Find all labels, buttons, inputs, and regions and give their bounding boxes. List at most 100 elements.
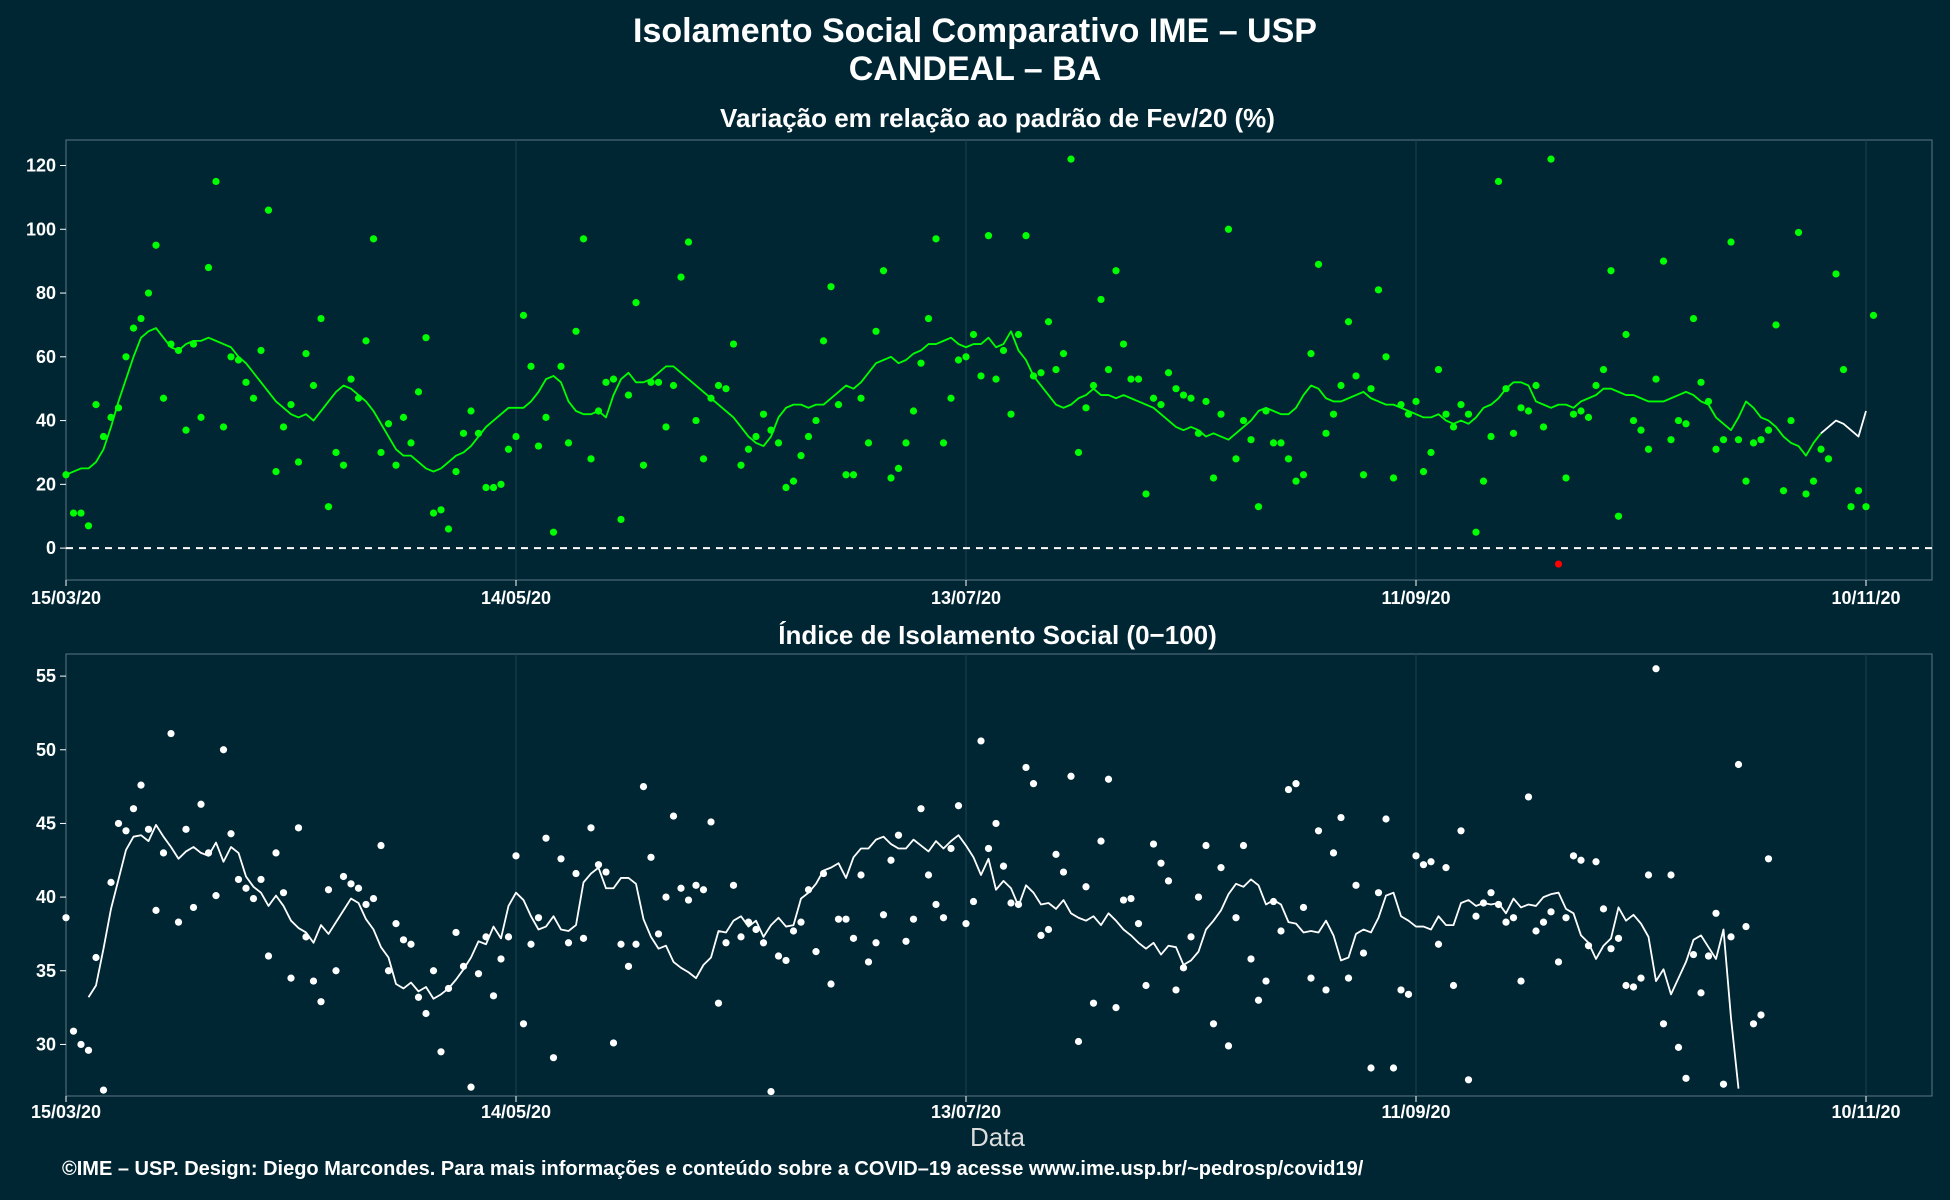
data-point <box>1577 856 1585 864</box>
data-point <box>1134 920 1143 928</box>
data-point <box>857 871 865 879</box>
data-point <box>879 911 888 919</box>
data-point <box>564 439 573 447</box>
data-point <box>1269 897 1278 906</box>
data-point <box>1179 391 1188 399</box>
x-tick-label: 13/07/20 <box>931 1102 1001 1122</box>
data-point <box>1344 974 1353 982</box>
data-point <box>399 936 408 944</box>
data-point <box>864 958 873 966</box>
data-point <box>1629 983 1638 991</box>
data-point <box>242 378 250 386</box>
data-point <box>1742 477 1750 485</box>
data-point <box>1817 445 1825 453</box>
data-point <box>962 920 970 928</box>
data-point <box>1719 1080 1728 1088</box>
data-point <box>939 914 948 922</box>
data-point <box>1247 955 1255 963</box>
data-point <box>1779 487 1788 495</box>
data-point <box>594 861 603 869</box>
data-point <box>1479 477 1488 485</box>
data-point <box>452 467 460 476</box>
data-point <box>1127 375 1135 383</box>
data-point <box>69 509 78 517</box>
data-point <box>1007 899 1015 907</box>
data-point <box>1239 416 1248 425</box>
data-point <box>1022 763 1030 772</box>
data-point <box>714 999 723 1007</box>
subtitle-location: CANDEAL – BA <box>848 50 1102 88</box>
data-point <box>1179 964 1188 972</box>
data-point <box>212 892 220 900</box>
data-point <box>459 962 468 970</box>
data-point <box>1449 981 1458 990</box>
data-point <box>1764 426 1773 434</box>
data-point <box>1539 918 1548 926</box>
data-point <box>1772 321 1780 329</box>
data-point <box>669 812 678 820</box>
data-point <box>1224 1042 1233 1050</box>
data-point <box>564 939 573 947</box>
data-point <box>257 875 265 884</box>
data-point <box>429 967 438 975</box>
data-point <box>309 977 318 985</box>
data-point <box>219 423 228 431</box>
data-point <box>204 263 213 272</box>
panel2-index-chart: 15/03/20 14/05/20 13/07/20 11/09/20 10/11/20… <box>31 653 1933 1122</box>
data-point <box>287 401 295 409</box>
data-point <box>339 872 348 881</box>
data-point <box>1217 864 1225 872</box>
data-point <box>812 948 820 956</box>
data-point <box>722 939 730 947</box>
data-point <box>144 289 153 297</box>
data-point <box>264 206 273 214</box>
data-point <box>984 844 993 853</box>
data-point <box>1592 381 1600 390</box>
data-point <box>1052 365 1060 374</box>
data-point <box>677 273 685 281</box>
data-point <box>482 483 490 492</box>
data-point <box>407 940 415 948</box>
data-point <box>1284 785 1293 794</box>
data-point <box>587 824 595 832</box>
data-point <box>227 353 235 361</box>
data-point <box>1697 989 1705 997</box>
data-point <box>534 914 543 922</box>
data-point <box>512 852 520 860</box>
data-point <box>1149 840 1158 848</box>
data-point <box>557 362 565 370</box>
data-point <box>212 177 220 186</box>
data-point <box>1547 155 1555 163</box>
data-point <box>1487 889 1495 897</box>
data-point <box>1254 996 1263 1004</box>
data-point <box>1599 365 1608 374</box>
data-point <box>714 381 723 390</box>
data-point <box>1382 815 1390 823</box>
data-point <box>107 878 115 886</box>
data-point <box>812 416 820 425</box>
data-point <box>519 311 528 319</box>
data-point <box>1629 416 1638 425</box>
data-point <box>437 506 445 514</box>
data-point <box>924 314 933 323</box>
data-point <box>624 962 633 970</box>
data-point <box>1689 950 1698 959</box>
data-point <box>264 952 273 960</box>
data-point <box>197 413 205 421</box>
data-point <box>1607 945 1615 953</box>
data-point <box>137 781 145 789</box>
data-point <box>1149 394 1158 402</box>
data-point <box>887 856 895 864</box>
data-point <box>1037 931 1045 940</box>
data-point <box>744 445 753 453</box>
data-point <box>152 906 160 914</box>
data-point <box>1494 177 1503 186</box>
data-point <box>1509 914 1518 922</box>
data-point <box>122 353 130 361</box>
data-point <box>1562 914 1570 922</box>
data-point <box>1427 448 1435 457</box>
data-point <box>879 267 888 275</box>
data-point <box>654 930 663 938</box>
data-point <box>1532 927 1540 935</box>
data-point <box>977 737 985 745</box>
